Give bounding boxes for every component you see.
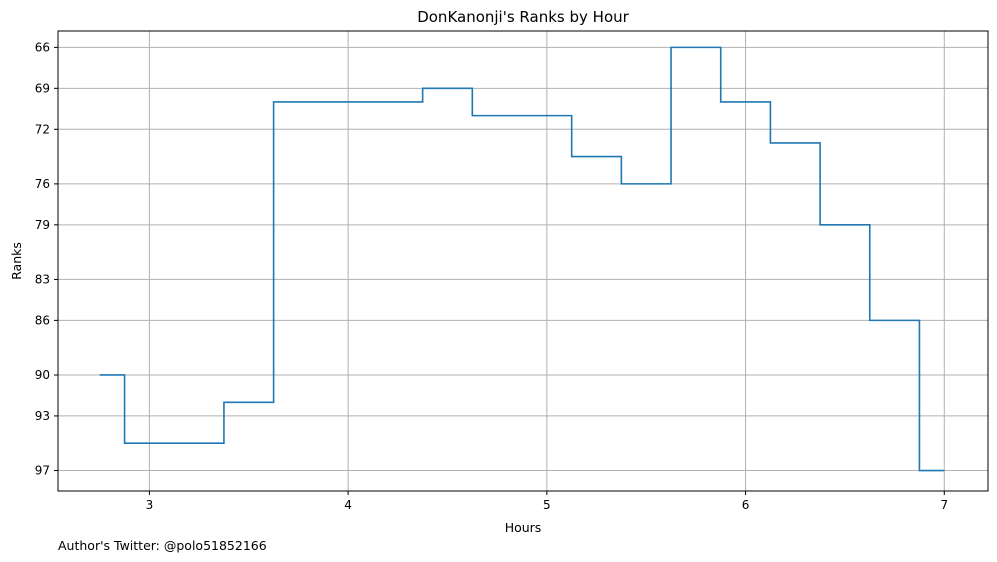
y-tick-label: 72	[35, 122, 50, 136]
y-tick-label: 76	[35, 177, 50, 191]
rank-step-line	[99, 46, 945, 472]
y-tick-label: 97	[35, 464, 50, 478]
x-tick-label: 6	[742, 498, 750, 512]
y-tick-label: 86	[35, 313, 50, 327]
x-tick-label: 7	[940, 498, 948, 512]
y-axis-label: Ranks	[9, 242, 24, 280]
y-axis-ticks: 66 69 72 76 79 83 86 90 93 97	[35, 40, 58, 478]
y-tick-label: 66	[35, 40, 50, 54]
y-tick-label: 90	[35, 368, 50, 382]
grid-lines	[58, 31, 988, 491]
y-tick-label: 83	[35, 272, 50, 286]
x-tick-label: 4	[344, 498, 352, 512]
series-layer	[99, 46, 945, 472]
x-axis-label: Hours	[505, 520, 542, 535]
chart-title: DonKanonji's Ranks by Hour	[417, 8, 629, 26]
x-axis-ticks: 3 4 5 6 7	[146, 491, 948, 512]
y-tick-label: 69	[35, 81, 50, 95]
y-tick-label: 79	[35, 218, 50, 232]
y-tick-label: 93	[35, 409, 50, 423]
x-tick-label: 5	[543, 498, 551, 512]
author-footer: Author's Twitter: @polo51852166	[58, 538, 267, 553]
plot-frame	[57, 30, 989, 492]
x-tick-label: 3	[146, 498, 154, 512]
